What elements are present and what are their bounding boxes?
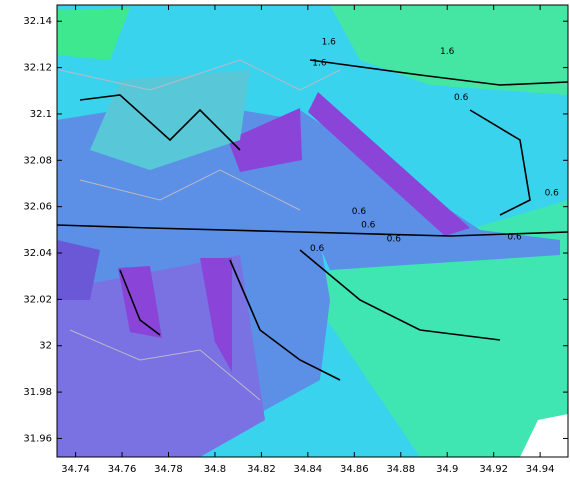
y-tick-label: 32.1 [30, 109, 52, 120]
contour-label: 0.6 [361, 221, 376, 231]
contour-label: 0.6 [310, 244, 325, 254]
y-tick-label: 32.02 [23, 294, 52, 305]
x-tick-label: 34.88 [386, 464, 415, 475]
x-tick-label: 34.84 [294, 464, 323, 475]
y-tick-label: 32.06 [23, 202, 52, 213]
y-tick-label: 32.08 [23, 155, 52, 166]
y-tick-label: 32.04 [23, 248, 52, 259]
contour-label: 1.6 [312, 58, 327, 68]
x-tick-label: 34.82 [247, 464, 276, 475]
contour-label: 0.6 [454, 93, 469, 103]
y-tick-label: 31.96 [23, 433, 52, 444]
y-tick-label: 31.98 [23, 387, 52, 398]
y-tick-label: 32.12 [23, 63, 52, 74]
contour-label: 0.6 [507, 232, 522, 242]
contour-fill [57, 5, 568, 457]
x-tick-label: 34.86 [340, 464, 369, 475]
x-tick-label: 34.92 [479, 464, 508, 475]
contour-label: 0.6 [545, 188, 560, 198]
y-tick-label: 32.14 [23, 16, 52, 27]
plot-frame [56, 4, 569, 458]
x-tick-label: 34.78 [154, 464, 183, 475]
x-tick-label: 34.94 [526, 464, 555, 475]
x-tick-label: 34.8 [204, 464, 226, 475]
contour-label: 0.6 [387, 235, 402, 245]
y-tick-label: 32 [39, 341, 52, 352]
x-tick-label: 34.9 [436, 464, 458, 475]
x-tick-label: 34.74 [61, 464, 90, 475]
contour-label: 1.6 [440, 47, 455, 57]
contour-label: 0.6 [352, 207, 367, 217]
contour-label: 1.6 [322, 38, 337, 48]
x-tick-label: 34.76 [108, 464, 137, 475]
